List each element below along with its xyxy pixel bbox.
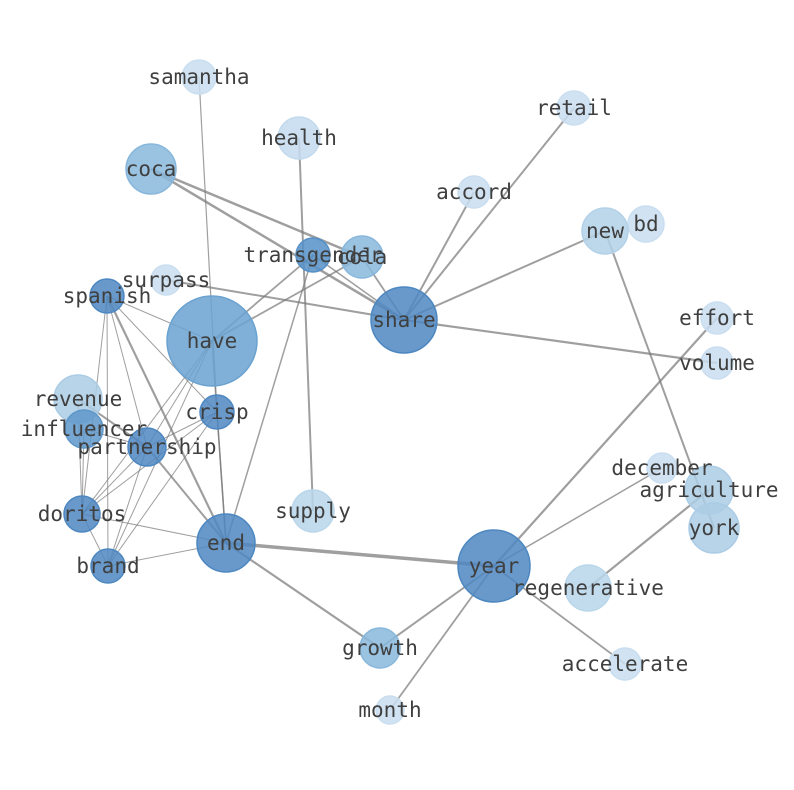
node-influencer [64,409,104,449]
edge-coca-share [150,167,405,322]
node-end [196,513,256,573]
edge-health-supply [298,137,314,512]
node-layer [53,59,740,725]
node-december [646,452,678,484]
edge-retail-share [403,107,575,321]
node-samantha [181,59,217,95]
node-accelerate [608,647,642,681]
node-brand [90,548,126,584]
edge-effort-year [493,317,718,567]
node-crisp [199,394,235,430]
node-surpass [150,264,182,296]
node-bd [627,205,665,243]
node-have [166,295,258,387]
node-month [375,695,405,725]
node-accord [457,175,491,209]
node-share [370,286,438,354]
node-transgender [295,237,331,273]
node-coca [125,143,177,195]
edge-spanish-end [106,295,227,544]
node-partnership [127,427,167,467]
node-volume [700,346,734,380]
node-effort [700,301,734,335]
edge-coca-cola [150,167,363,259]
node-york [688,502,740,554]
node-new [581,207,629,255]
node-growth [359,627,401,669]
node-year [457,529,531,603]
edge-crisp-brand [107,411,218,567]
node-supply [291,489,335,533]
edge-transgender-end [225,254,314,544]
edge-regenerative-agriculture [587,489,710,589]
edge-partnership-brand [107,446,148,567]
node-spanish [89,278,125,314]
node-cola [340,235,384,279]
edge-share-volume [403,318,718,365]
node-health [277,116,321,160]
edge-spanish-brand [106,295,109,567]
edge-end-growth [225,542,381,649]
node-regenerative [564,564,612,612]
edge-year-end [225,541,495,568]
edge-spanish-partnership [106,295,148,448]
node-doritos [63,495,101,533]
edge-new-share [403,230,606,321]
edge-spanish-crisp [106,295,218,413]
node-retail [556,90,592,126]
